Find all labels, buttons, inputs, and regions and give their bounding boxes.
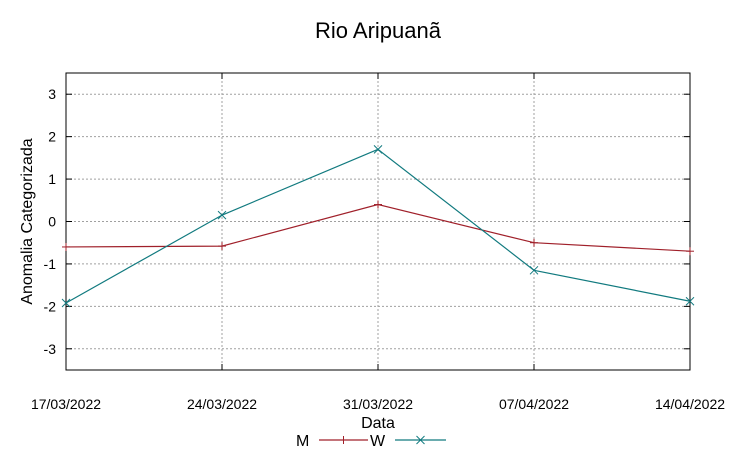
x-tick-label: 07/04/2022: [499, 396, 569, 412]
data-point-M: [62, 242, 70, 251]
y-tick-label: 3: [48, 86, 56, 102]
legend-item-W: W: [370, 433, 446, 450]
data-point-M: [530, 238, 538, 247]
y-tick-label: -2: [44, 298, 57, 314]
y-tick-label: 2: [48, 129, 56, 145]
data-point-M: [218, 242, 226, 251]
chart-title: Rio Aripuanã: [315, 18, 442, 43]
x-tick-label: 14/04/2022: [655, 396, 725, 412]
legend-label: M: [296, 433, 309, 450]
legend-item-M: M: [296, 433, 368, 450]
y-tick-label: -3: [44, 341, 57, 357]
y-tick-label: 0: [48, 214, 56, 230]
x-tick-label: 17/03/2022: [31, 396, 101, 412]
data-point-W: [61, 298, 71, 308]
series-line-M: [65, 203, 691, 252]
series-layer: [61, 145, 695, 308]
y-axis-label: Anomalia Categorizada: [19, 138, 36, 304]
legend-marker: [339, 436, 348, 444]
data-point-W: [685, 296, 695, 306]
legend-label: W: [370, 433, 386, 450]
data-point-W: [529, 265, 539, 275]
data-point-W: [217, 210, 227, 220]
grid: [66, 73, 690, 370]
data-point-M: [686, 247, 694, 256]
legend-marker: [416, 435, 425, 445]
y-tick-label: -1: [44, 256, 57, 272]
y-axis: -3 -2 -1 0 1 2 3: [44, 86, 690, 357]
x-axis-label: Data: [361, 415, 395, 432]
data-point-M: [374, 200, 382, 209]
y-tick-label: 1: [48, 171, 56, 187]
data-point-W: [373, 145, 383, 154]
x-tick-label: 24/03/2022: [187, 396, 257, 412]
x-tick-label: 31/03/2022: [343, 396, 413, 412]
x-axis: 17/03/2022 24/03/2022 31/03/2022 07/04/2022…: [31, 73, 725, 412]
